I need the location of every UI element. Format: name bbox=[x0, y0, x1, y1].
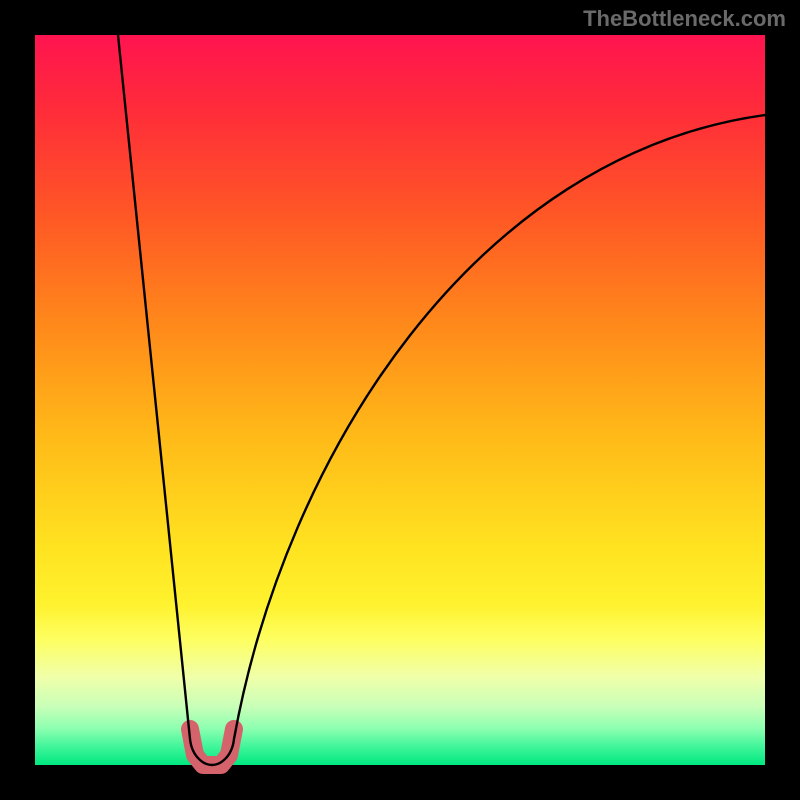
chart-container: TheBottleneck.com bbox=[0, 0, 800, 800]
bottleneck-chart bbox=[0, 0, 800, 800]
watermark-text: TheBottleneck.com bbox=[583, 6, 786, 32]
